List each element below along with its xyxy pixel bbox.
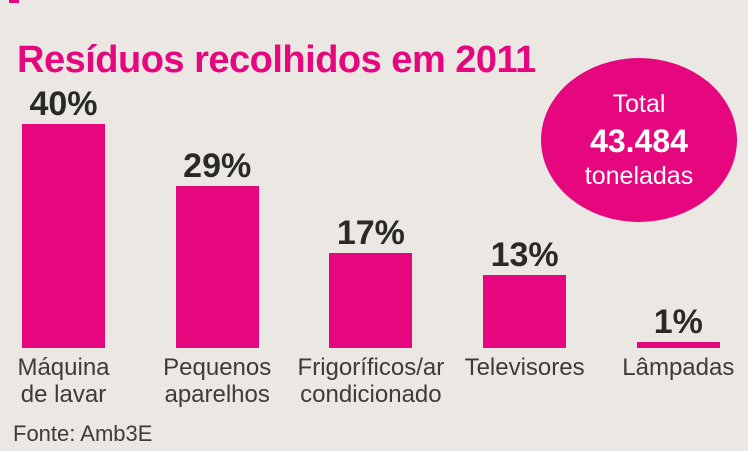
bar-value-label-5: 1% (653, 303, 703, 341)
bar-value-label-1: 40% (29, 85, 98, 123)
bar-2 (175, 186, 259, 348)
bar-1 (22, 124, 105, 348)
bar-value-label-3: 17% (336, 214, 405, 252)
total-badge-unit: toneladas (584, 161, 694, 190)
top-crop-mark (9, 0, 19, 3)
bar-category-label-2: Pequenos aparelhos (163, 354, 272, 408)
bar-3 (329, 253, 413, 348)
bar-5 (636, 342, 720, 348)
bar-category-label-3: Frigoríficos/ar condicionado (297, 354, 445, 408)
source-note: Fonte: Amb3E (13, 421, 153, 446)
bar-value-label-2: 29% (183, 147, 252, 185)
bar-category-label-1: Máquina de lavar (17, 354, 110, 408)
bar-category-label-5: Lâmpadas (622, 354, 735, 381)
bar-category-label-4: Televisores (464, 354, 585, 381)
total-badge: Total 43.484 toneladas (541, 58, 737, 222)
bar-value-label-4: 13% (490, 236, 559, 274)
bar-4 (483, 275, 567, 348)
total-badge-value: 43.484 (590, 122, 688, 159)
total-badge-label: Total (612, 89, 666, 118)
chart-title: Resíduos recolhidos em 2011 (17, 39, 536, 82)
